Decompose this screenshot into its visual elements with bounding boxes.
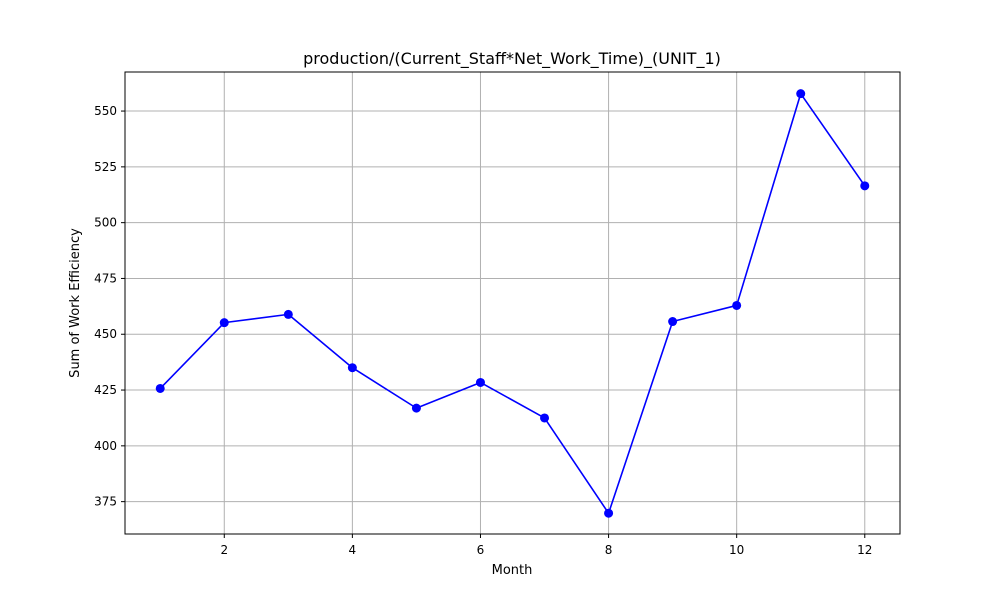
series-line	[159, 92, 866, 515]
y-tick-label: 425	[94, 383, 117, 397]
x-tick-label: 10	[729, 543, 744, 557]
y-tick-label: 500	[94, 216, 117, 230]
y-tick-label: 400	[94, 439, 117, 453]
data-point	[155, 383, 165, 393]
data-point	[475, 377, 485, 387]
data-point	[219, 318, 229, 328]
x-tick-label: 2	[220, 543, 228, 557]
x-tick-label: 6	[477, 543, 485, 557]
x-tick-label: 8	[605, 543, 613, 557]
y-axis-label: Sum of Work Efficiency	[68, 228, 83, 378]
data-point	[668, 317, 678, 327]
x-axis-label: Month	[492, 563, 533, 578]
data-point	[347, 363, 357, 373]
data-point	[604, 508, 614, 518]
axis-ticks: 2 4 6 8 10 12 375 400 425 450 475 500 525 550	[94, 104, 872, 557]
data-point	[732, 300, 742, 310]
x-tick-label: 4	[349, 543, 357, 557]
data-point	[283, 309, 293, 319]
grid-lines	[125, 72, 900, 534]
x-tick-label: 12	[857, 543, 872, 557]
y-tick-label: 450	[94, 327, 117, 341]
data-point	[796, 89, 806, 99]
data-point	[860, 181, 870, 191]
y-tick-label: 550	[94, 104, 117, 118]
y-tick-label: 525	[94, 160, 117, 174]
chart-title: production/(Current_Staff*Net_Work_Time)…	[303, 49, 721, 69]
y-tick-label: 375	[94, 495, 117, 509]
data-point	[540, 413, 550, 423]
y-tick-label: 475	[94, 271, 117, 285]
data-series	[155, 89, 870, 518]
data-point	[411, 403, 421, 413]
plot-frame	[124, 71, 901, 535]
